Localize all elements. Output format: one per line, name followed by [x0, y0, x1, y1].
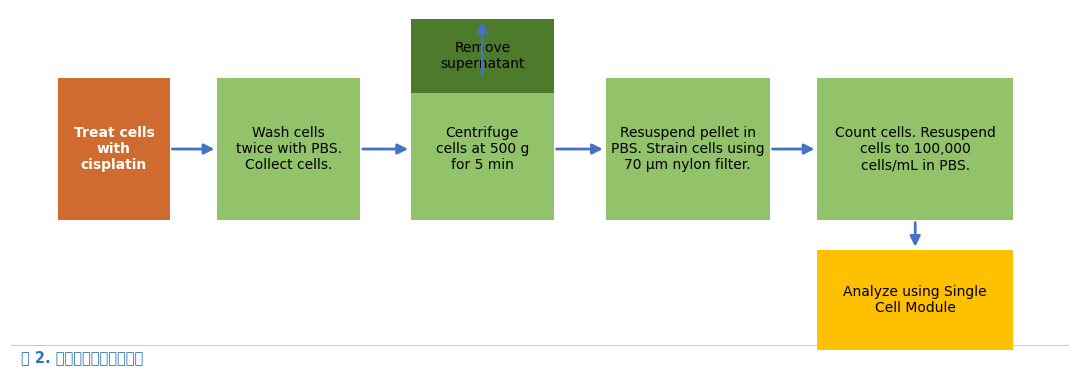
Text: Resuspend pellet in
PBS. Strain cells using
70 μm nylon filter.: Resuspend pellet in PBS. Strain cells us…	[611, 126, 765, 172]
Text: Count cells. Resuspend
cells to 100,000
cells/mL in PBS.: Count cells. Resuspend cells to 100,000 …	[835, 126, 996, 172]
FancyBboxPatch shape	[217, 78, 360, 220]
FancyBboxPatch shape	[606, 78, 770, 220]
FancyBboxPatch shape	[410, 19, 554, 93]
FancyBboxPatch shape	[410, 78, 554, 220]
Text: Analyze using Single
Cell Module: Analyze using Single Cell Module	[843, 285, 987, 315]
Text: Treat cells
with
cisplatin: Treat cells with cisplatin	[73, 126, 154, 172]
FancyBboxPatch shape	[818, 250, 1013, 350]
Text: 图 2. 样品前处理步骤示意图: 图 2. 样品前处理步骤示意图	[22, 350, 144, 365]
Text: Wash cells
twice with PBS.
Collect cells.: Wash cells twice with PBS. Collect cells…	[235, 126, 341, 172]
FancyBboxPatch shape	[818, 78, 1013, 220]
Text: Centrifuge
cells at 500 g
for 5 min: Centrifuge cells at 500 g for 5 min	[435, 126, 529, 172]
Text: Remove
supernatant: Remove supernatant	[440, 41, 525, 71]
FancyBboxPatch shape	[58, 78, 170, 220]
